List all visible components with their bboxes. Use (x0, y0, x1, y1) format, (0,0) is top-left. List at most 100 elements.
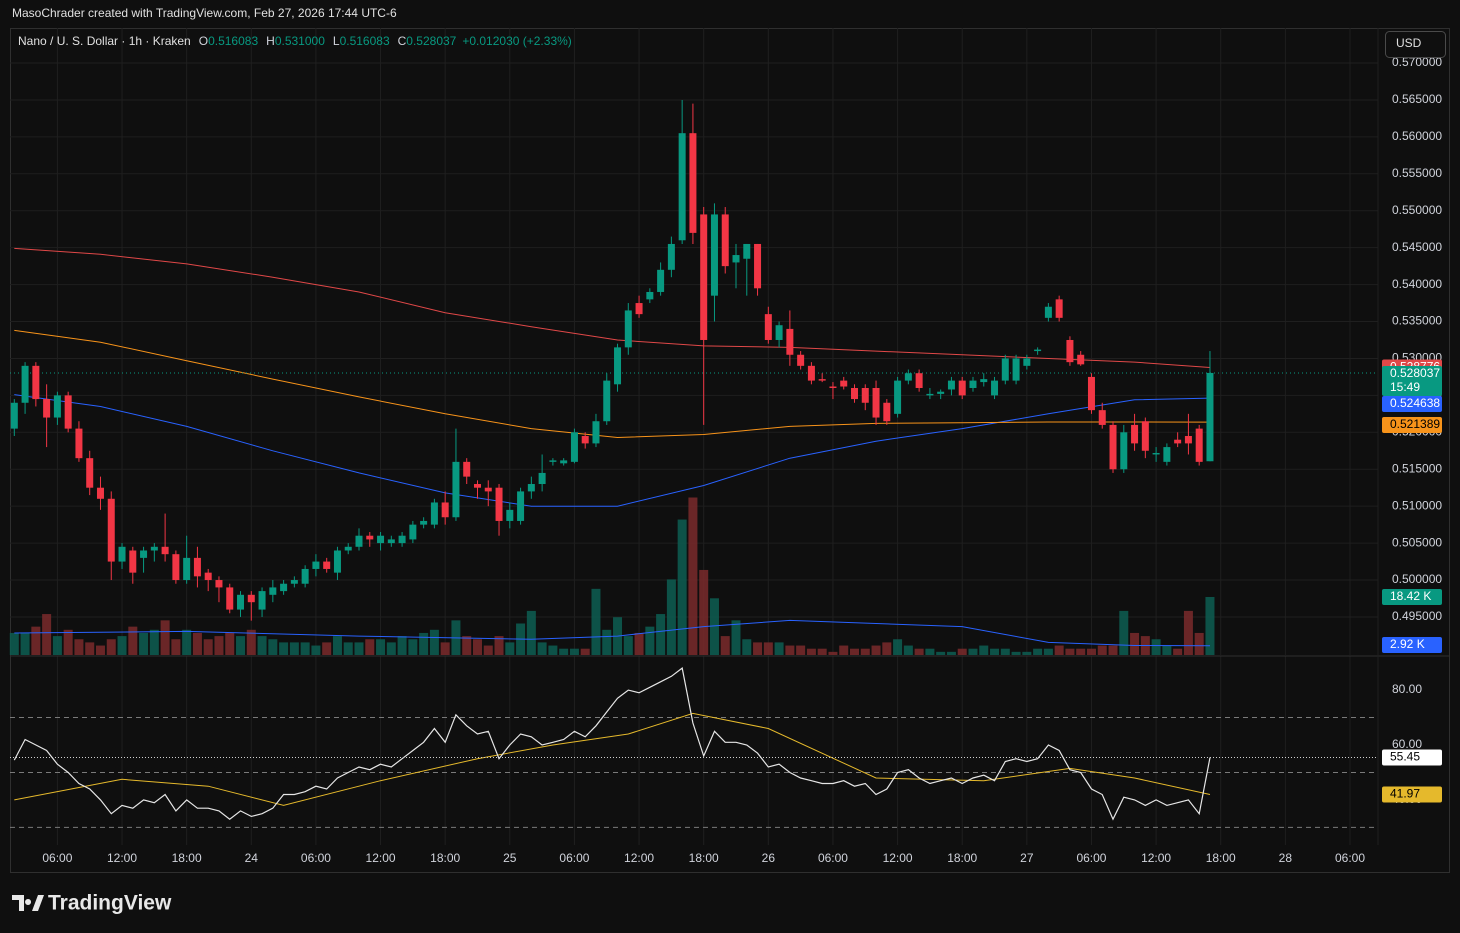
y-tick-label: 0.500000 (1392, 572, 1442, 586)
volume-bar (656, 614, 666, 655)
candle-body (710, 214, 718, 296)
candle-body (570, 432, 578, 462)
symbol: Nano / U. S. Dollar · 1h · Kraken (18, 34, 191, 48)
volume-bar (322, 642, 332, 655)
rsi-tick-label: 60.00 (1392, 737, 1422, 751)
candle-body (700, 214, 708, 340)
volume-bar (225, 632, 235, 655)
candle-body (161, 546, 169, 555)
candle-body (96, 487, 104, 499)
volume-bar (332, 636, 342, 655)
candle-body (1120, 432, 1128, 470)
volume-bar (957, 648, 967, 655)
candle-body (764, 314, 772, 340)
candles (10, 99, 1214, 621)
brand: TradingView (48, 892, 172, 915)
volume-bar (63, 629, 73, 655)
x-tick-label: 24 (245, 851, 259, 865)
moving-average (14, 329, 1211, 439)
currency[interactable]: USD (1396, 36, 1422, 50)
candle-body (1152, 452, 1160, 455)
badge-label: 55.45 (1390, 750, 1420, 764)
volume-bar (828, 651, 838, 655)
legend-change: +0.012030 (+2.33%) (462, 34, 571, 48)
volume-bar (720, 636, 730, 655)
price-badges: 0.5287760.5246380.5213890.52803715:4918.… (1382, 359, 1442, 803)
volume-bar (505, 642, 515, 655)
candle-body (646, 291, 654, 300)
volume-bar (42, 614, 52, 655)
volume-bar (246, 629, 256, 655)
volume-bar (397, 636, 407, 655)
candle-body (506, 509, 514, 521)
volume-bar (376, 639, 386, 655)
volume-bar (1194, 632, 1204, 655)
logo-mark (12, 895, 44, 911)
volume-bar (688, 497, 698, 655)
volume-bar (106, 639, 116, 655)
volume-bar (1022, 651, 1032, 655)
candle-body (463, 461, 471, 477)
legend-key: L (333, 34, 340, 48)
candle-body (247, 594, 255, 603)
candle-body (947, 380, 955, 390)
volume-bar (462, 636, 472, 655)
candle-body (872, 387, 880, 418)
candle-body (818, 379, 826, 381)
badge (1382, 749, 1442, 766)
y-tick-label: 0.540000 (1392, 277, 1442, 291)
volume-bar (117, 636, 127, 655)
volume-bar (871, 645, 881, 655)
candle-body (894, 380, 902, 414)
volume-bar (31, 626, 41, 655)
volume-bar (774, 642, 784, 655)
x-tick-label: 18:00 (430, 851, 460, 865)
badge-label: 41.97 (1390, 787, 1420, 801)
candle-body (624, 310, 632, 348)
y-tick-label: 0.550000 (1392, 203, 1442, 217)
volume-bar (419, 632, 429, 655)
volume-bar (85, 642, 95, 655)
volume-bar (591, 588, 601, 655)
candle-body (215, 580, 223, 588)
volume-bar (1119, 610, 1129, 655)
x-tick-label: 06:00 (301, 851, 331, 865)
candle-body (495, 487, 503, 521)
volume-bar (990, 648, 1000, 655)
volume-bar (796, 645, 806, 655)
volume-bar (74, 639, 84, 655)
badge (1382, 365, 1442, 396)
volume-bar (279, 642, 289, 655)
rsi-tick-label: 80.00 (1392, 682, 1422, 696)
badge (1382, 417, 1442, 434)
x-tick-label: 27 (1020, 851, 1034, 865)
currency-button[interactable] (1385, 31, 1446, 58)
volume-bar (9, 632, 19, 655)
volume-bar (160, 620, 170, 655)
volume-bar (483, 645, 493, 655)
candle-body (538, 472, 546, 485)
volume-bar (1108, 645, 1118, 655)
volume-bar (753, 642, 763, 655)
countdown: 15:49 (1390, 380, 1420, 394)
volume-bar (968, 648, 978, 655)
volume-bar (893, 639, 903, 655)
volume-bar (1043, 648, 1053, 655)
legend-value: 0.531000 (275, 34, 325, 48)
candle-body (1206, 372, 1214, 462)
volume-bar (182, 629, 192, 655)
volume-ma (14, 619, 1211, 647)
volume-bar (1054, 645, 1064, 655)
volume-bar (1011, 651, 1021, 655)
legend-value: 0.528037 (406, 34, 456, 48)
volume-bar (95, 645, 105, 655)
volume-bar (1097, 645, 1107, 655)
brand-logo: TradingView (12, 892, 172, 915)
volume-bar (839, 645, 849, 655)
volume-bar (537, 642, 547, 655)
badge-label: 2.92 K (1390, 637, 1425, 651)
volume-bar (1076, 648, 1086, 655)
badge-label: 0.524638 (1390, 396, 1440, 410)
volume-bar (666, 579, 676, 655)
